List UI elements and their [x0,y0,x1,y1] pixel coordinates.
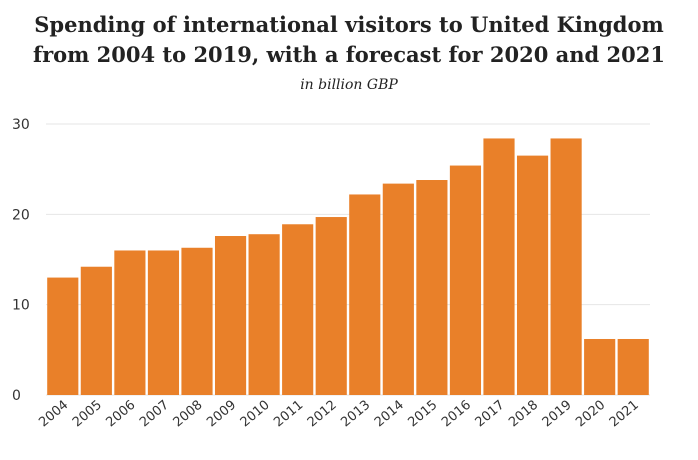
x-tick-label: 2019 [540,398,575,431]
chart-subtitle: in billion GBP [300,77,398,93]
bar-2015 [416,180,448,395]
y-axis: 0 10 20 30 [12,117,30,404]
x-tick-label: 2005 [70,398,105,431]
x-tick-label: 2018 [506,398,541,431]
bar-2020 [584,338,616,395]
bars [47,138,649,395]
bar-2008 [181,247,213,395]
bar-2009 [214,236,247,395]
x-tick-label: 2015 [405,398,440,431]
x-tick-label: 2021 [607,398,642,431]
x-tick-label: 2009 [204,398,239,431]
x-axis: 2004200520062007200820092010201120122013… [36,398,641,431]
x-tick-label: 2016 [439,398,474,431]
bar-2014 [382,183,414,395]
bar-2005 [80,266,112,395]
bar-2004 [47,277,79,395]
y-tick-label: 30 [12,117,30,133]
bar-2016 [449,165,482,395]
chart-title-line-2: from 2004 to 2019, with a forecast for 2… [33,42,665,67]
bar-2013 [349,194,381,395]
x-tick-label: 2013 [338,398,373,431]
x-tick-label: 2020 [573,398,608,431]
bar-2011 [282,224,314,395]
bar-2012 [315,217,347,395]
y-tick-label: 0 [12,388,21,404]
chart-title-line-1: Spending of international visitors to Un… [34,12,664,37]
bar-2017 [483,138,515,395]
x-tick-label: 2011 [271,398,306,431]
bar-2019 [550,138,582,395]
x-tick-label: 2012 [305,398,340,431]
bar-2007 [147,250,180,395]
x-tick-label: 2017 [473,398,508,431]
x-tick-label: 2008 [171,398,206,431]
x-tick-label: 2006 [103,398,138,431]
bar-2010 [248,234,280,395]
y-tick-label: 10 [12,298,30,314]
bar-2018 [516,155,549,395]
bar-2021 [617,338,649,395]
y-tick-label: 20 [12,207,30,223]
x-tick-label: 2007 [137,398,172,431]
chart-title: Spending of international visitors to Un… [0,10,698,70]
bar-2006 [114,250,146,395]
gridlines [46,123,650,396]
x-tick-label: 2004 [36,398,71,431]
x-tick-label: 2010 [238,398,273,431]
x-tick-label: 2014 [372,398,407,431]
